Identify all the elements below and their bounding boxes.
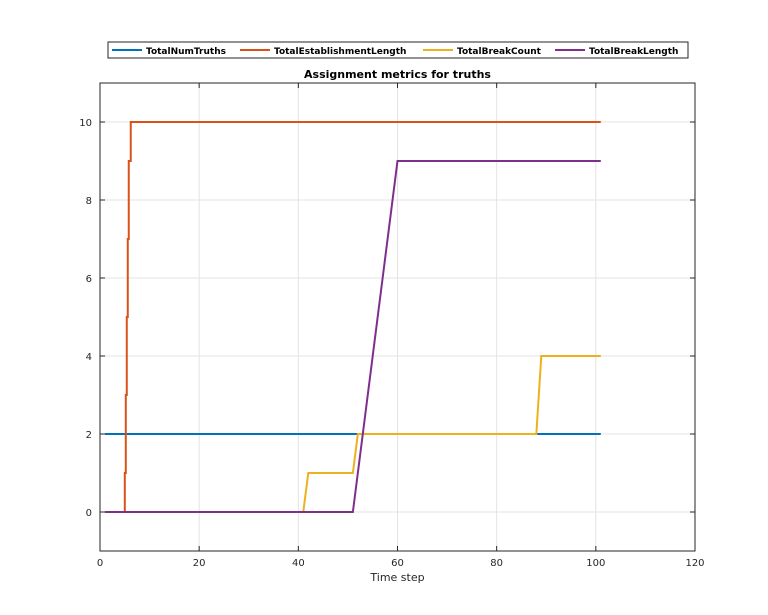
x-tick-label: 40 [292,558,305,569]
y-tick-label: 6 [86,274,92,285]
x-tick-label: 0 [97,558,103,569]
legend-label: TotalBreakCount [457,47,542,57]
y-tick-label: 2 [86,430,92,441]
legend-label: TotalBreakLength [589,47,678,57]
y-tick-label: 0 [86,508,92,519]
y-tick-label: 10 [79,118,92,129]
x-axis-label: Time step [369,571,424,584]
legend-box [107,41,689,59]
series-line-TotalBreakCount [104,355,601,513]
legend-label: TotalNumTruths [146,47,226,57]
legend-label: TotalEstablishmentLength [274,47,406,57]
y-tick-label: 4 [86,352,92,363]
x-tick-label: 80 [490,558,503,569]
series-line-TotalEstablishmentLength [104,121,601,513]
x-tick-label: 100 [586,558,605,569]
x-tick-label: 120 [685,558,704,569]
series-line-TotalBreakLength [104,160,601,513]
chart-title: Assignment metrics for truths [304,68,491,81]
y-tick-label: 8 [86,196,92,207]
x-tick-label: 20 [193,558,206,569]
x-tick-label: 60 [391,558,404,569]
